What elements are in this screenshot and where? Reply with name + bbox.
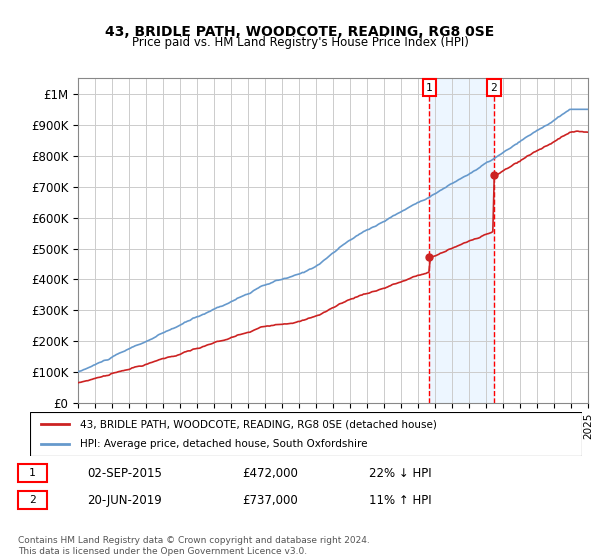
Text: 20-JUN-2019: 20-JUN-2019 <box>87 494 161 507</box>
Text: 43, BRIDLE PATH, WOODCOTE, READING, RG8 0SE (detached house): 43, BRIDLE PATH, WOODCOTE, READING, RG8 … <box>80 419 437 429</box>
Text: Contains HM Land Registry data © Crown copyright and database right 2024.
This d: Contains HM Land Registry data © Crown c… <box>18 536 370 556</box>
Bar <box>430 78 494 403</box>
Text: £737,000: £737,000 <box>242 494 298 507</box>
Text: 11% ↑ HPI: 11% ↑ HPI <box>369 494 432 507</box>
FancyBboxPatch shape <box>18 491 47 510</box>
Text: 2: 2 <box>491 83 497 93</box>
Text: 22% ↓ HPI: 22% ↓ HPI <box>369 466 432 479</box>
Text: 02-SEP-2015: 02-SEP-2015 <box>87 466 162 479</box>
Text: 1: 1 <box>29 468 35 478</box>
Text: HPI: Average price, detached house, South Oxfordshire: HPI: Average price, detached house, Sout… <box>80 439 367 449</box>
Text: 1: 1 <box>426 83 433 93</box>
FancyBboxPatch shape <box>30 412 582 456</box>
Text: Price paid vs. HM Land Registry's House Price Index (HPI): Price paid vs. HM Land Registry's House … <box>131 36 469 49</box>
FancyBboxPatch shape <box>18 464 47 482</box>
Text: 2: 2 <box>29 495 35 505</box>
Text: 43, BRIDLE PATH, WOODCOTE, READING, RG8 0SE: 43, BRIDLE PATH, WOODCOTE, READING, RG8 … <box>106 25 494 39</box>
Text: £472,000: £472,000 <box>242 466 298 479</box>
